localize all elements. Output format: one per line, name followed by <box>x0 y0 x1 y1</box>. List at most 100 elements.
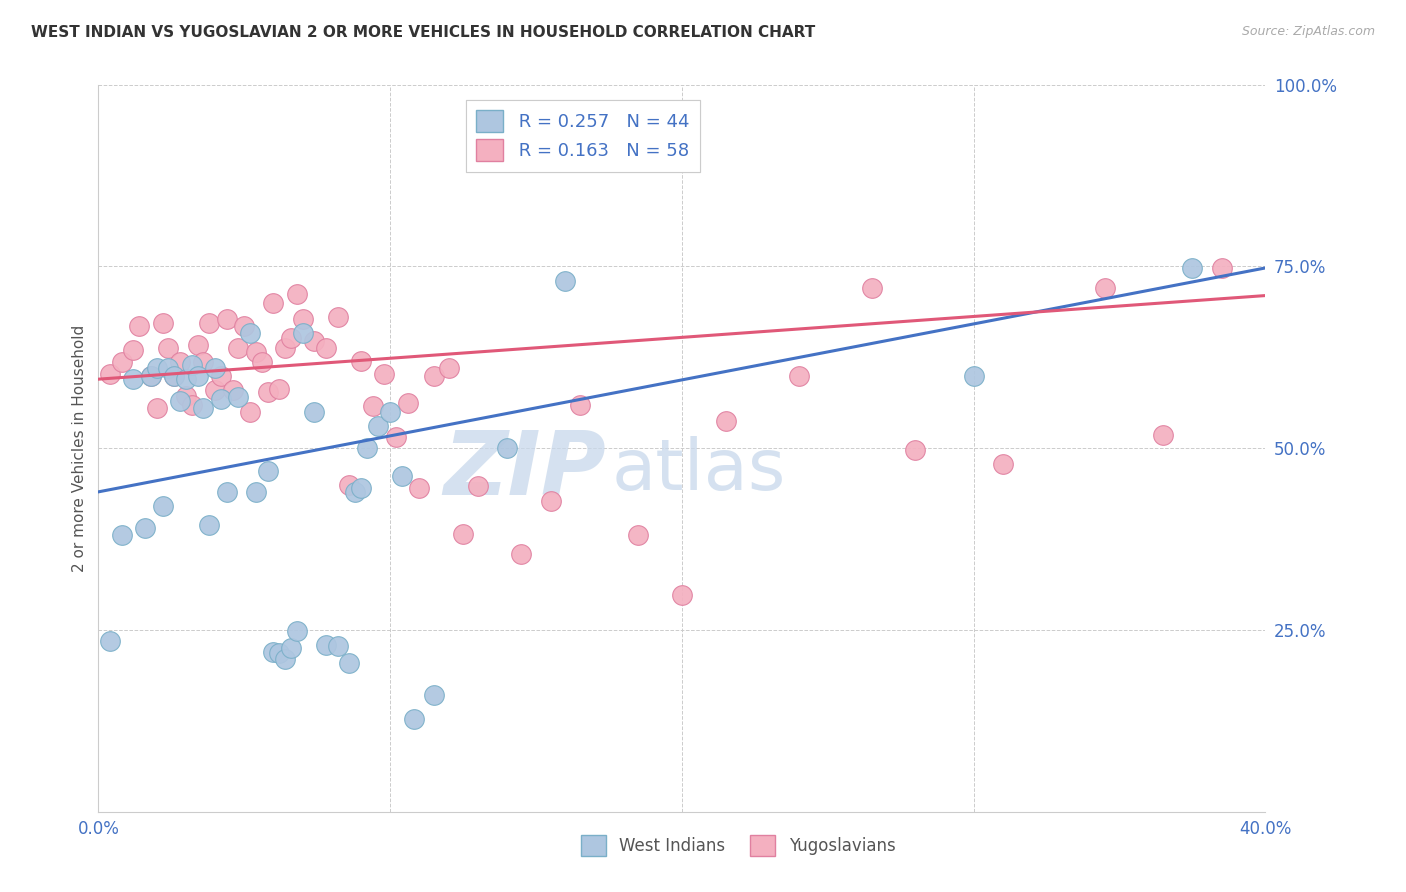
Point <box>1181 260 1204 275</box>
Point <box>285 624 308 639</box>
Point <box>356 442 378 455</box>
Point <box>233 319 256 334</box>
Point <box>274 341 297 355</box>
Point <box>122 343 145 357</box>
Point <box>991 457 1014 471</box>
Y-axis label: 2 or more Vehicles in Household: 2 or more Vehicles in Household <box>72 325 87 572</box>
Point <box>193 401 215 416</box>
Point <box>962 368 984 383</box>
Point <box>180 358 202 372</box>
Point <box>204 383 226 397</box>
Point <box>787 368 810 383</box>
Point <box>373 367 395 381</box>
Point <box>402 712 425 726</box>
Point <box>554 274 576 288</box>
Point <box>1152 428 1174 442</box>
Point <box>215 484 238 499</box>
Point <box>280 331 302 345</box>
Point <box>496 442 519 455</box>
Point <box>361 399 384 413</box>
Point <box>198 517 221 532</box>
Point <box>174 389 197 403</box>
Point <box>326 639 349 653</box>
Point <box>111 355 134 369</box>
Point <box>904 442 927 457</box>
Point <box>169 394 191 409</box>
Point <box>391 468 413 483</box>
Point <box>350 481 373 495</box>
Point <box>568 398 591 412</box>
Point <box>157 341 180 355</box>
Point <box>228 341 250 355</box>
Point <box>209 392 232 406</box>
Point <box>262 296 284 310</box>
Point <box>315 638 337 652</box>
Point <box>239 326 262 341</box>
Point <box>157 361 180 376</box>
Point <box>187 338 209 352</box>
Point <box>540 493 562 508</box>
Point <box>111 528 134 542</box>
Point <box>269 382 291 396</box>
Point <box>174 372 197 386</box>
Point <box>163 368 186 383</box>
Point <box>437 361 460 376</box>
Point <box>467 479 489 493</box>
Point <box>510 547 533 561</box>
Legend: West Indians, Yugoslavians: West Indians, Yugoslavians <box>572 827 904 864</box>
Point <box>385 430 408 444</box>
Point <box>245 345 267 359</box>
Point <box>304 405 326 419</box>
Point <box>285 287 308 301</box>
Point <box>315 341 337 355</box>
Point <box>128 319 150 334</box>
Point <box>139 368 162 383</box>
Point <box>215 311 238 326</box>
Point <box>209 368 232 383</box>
Point <box>269 646 291 660</box>
Point <box>187 368 209 383</box>
Point <box>152 500 174 514</box>
Point <box>337 656 360 670</box>
Point <box>380 405 402 419</box>
Point <box>274 652 297 666</box>
Text: Source: ZipAtlas.com: Source: ZipAtlas.com <box>1241 25 1375 38</box>
Point <box>250 355 273 369</box>
Point <box>860 281 883 295</box>
Text: ZIP: ZIP <box>443 426 606 514</box>
Point <box>1211 260 1233 275</box>
Point <box>146 401 169 416</box>
Point <box>228 390 250 404</box>
Point <box>146 361 169 376</box>
Point <box>326 310 349 325</box>
Legend:  R = 0.257   N = 44,  R = 0.163   N = 58: R = 0.257 N = 44, R = 0.163 N = 58 <box>465 100 700 171</box>
Point <box>98 633 121 648</box>
Point <box>396 396 419 410</box>
Point <box>408 481 430 495</box>
Text: atlas: atlas <box>612 435 786 505</box>
Point <box>423 368 446 383</box>
Point <box>304 334 326 348</box>
Point <box>291 326 314 341</box>
Point <box>193 355 215 369</box>
Point <box>350 354 373 368</box>
Point <box>122 372 145 386</box>
Point <box>1094 281 1116 295</box>
Point <box>714 414 737 428</box>
Point <box>98 367 121 381</box>
Point <box>256 465 278 479</box>
Point <box>256 384 278 399</box>
Point <box>204 361 226 376</box>
Point <box>134 521 156 535</box>
Point <box>262 645 284 659</box>
Point <box>367 419 389 434</box>
Point <box>139 368 162 383</box>
Point <box>221 383 243 397</box>
Point <box>451 527 474 541</box>
Point <box>291 311 314 326</box>
Point <box>245 484 267 499</box>
Point <box>163 368 186 383</box>
Point <box>152 316 174 330</box>
Point <box>180 398 202 412</box>
Text: WEST INDIAN VS YUGOSLAVIAN 2 OR MORE VEHICLES IN HOUSEHOLD CORRELATION CHART: WEST INDIAN VS YUGOSLAVIAN 2 OR MORE VEH… <box>31 25 815 40</box>
